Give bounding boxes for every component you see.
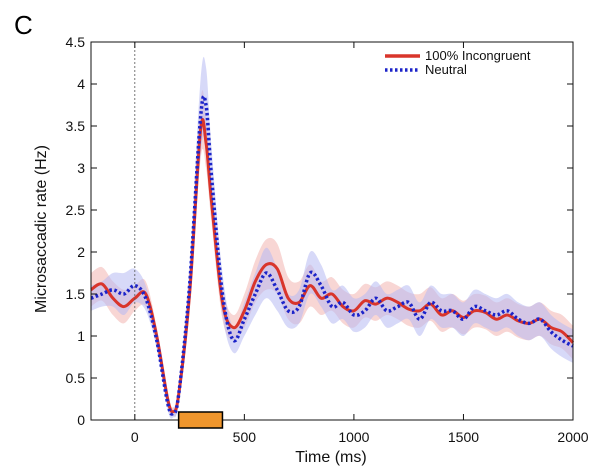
x-tick-label: 0 [131,429,139,445]
y-tick-label: 2 [77,244,85,260]
y-tick-label: 1.5 [66,286,86,302]
legend-label-incongruent: 100% Incongruent [425,48,531,63]
plot-frame [90,41,574,421]
panel-label: C [14,10,33,40]
band-neutral [91,56,573,419]
series-line-incongruent [90,118,575,414]
stimulus-bar [177,411,224,429]
y-tick-label: 4.5 [66,34,86,50]
y-tick-label: 3 [77,160,85,176]
series-lines [90,94,575,416]
confidence-bands [91,56,573,419]
legend: 100% Incongruent Neutral [385,48,531,77]
y-tick-label: 1 [77,328,85,344]
y-tick-label: 0 [77,412,85,428]
y-tick-label: 2.5 [66,202,86,218]
x-tick-label: 2000 [557,429,588,445]
ticks: 0 500 1000 1500 2000 0 0.5 1 1.5 2 2.5 3 3.5 4 4.5 [66,34,589,445]
x-tick-label: 1500 [448,429,479,445]
y-tick-label: 0.5 [66,370,86,386]
x-axis-title: Time (ms) [295,449,366,466]
x-tick-label: 500 [233,429,257,445]
axes [90,41,574,429]
series-line-neutral [90,94,574,416]
x-tick-label: 1000 [338,429,369,445]
legend-label-neutral: Neutral [425,62,467,77]
y-axis-title: Microsaccadic rate (Hz) [33,145,50,313]
y-tick-label: 4 [77,76,85,92]
y-tick-label: 3.5 [66,118,86,134]
